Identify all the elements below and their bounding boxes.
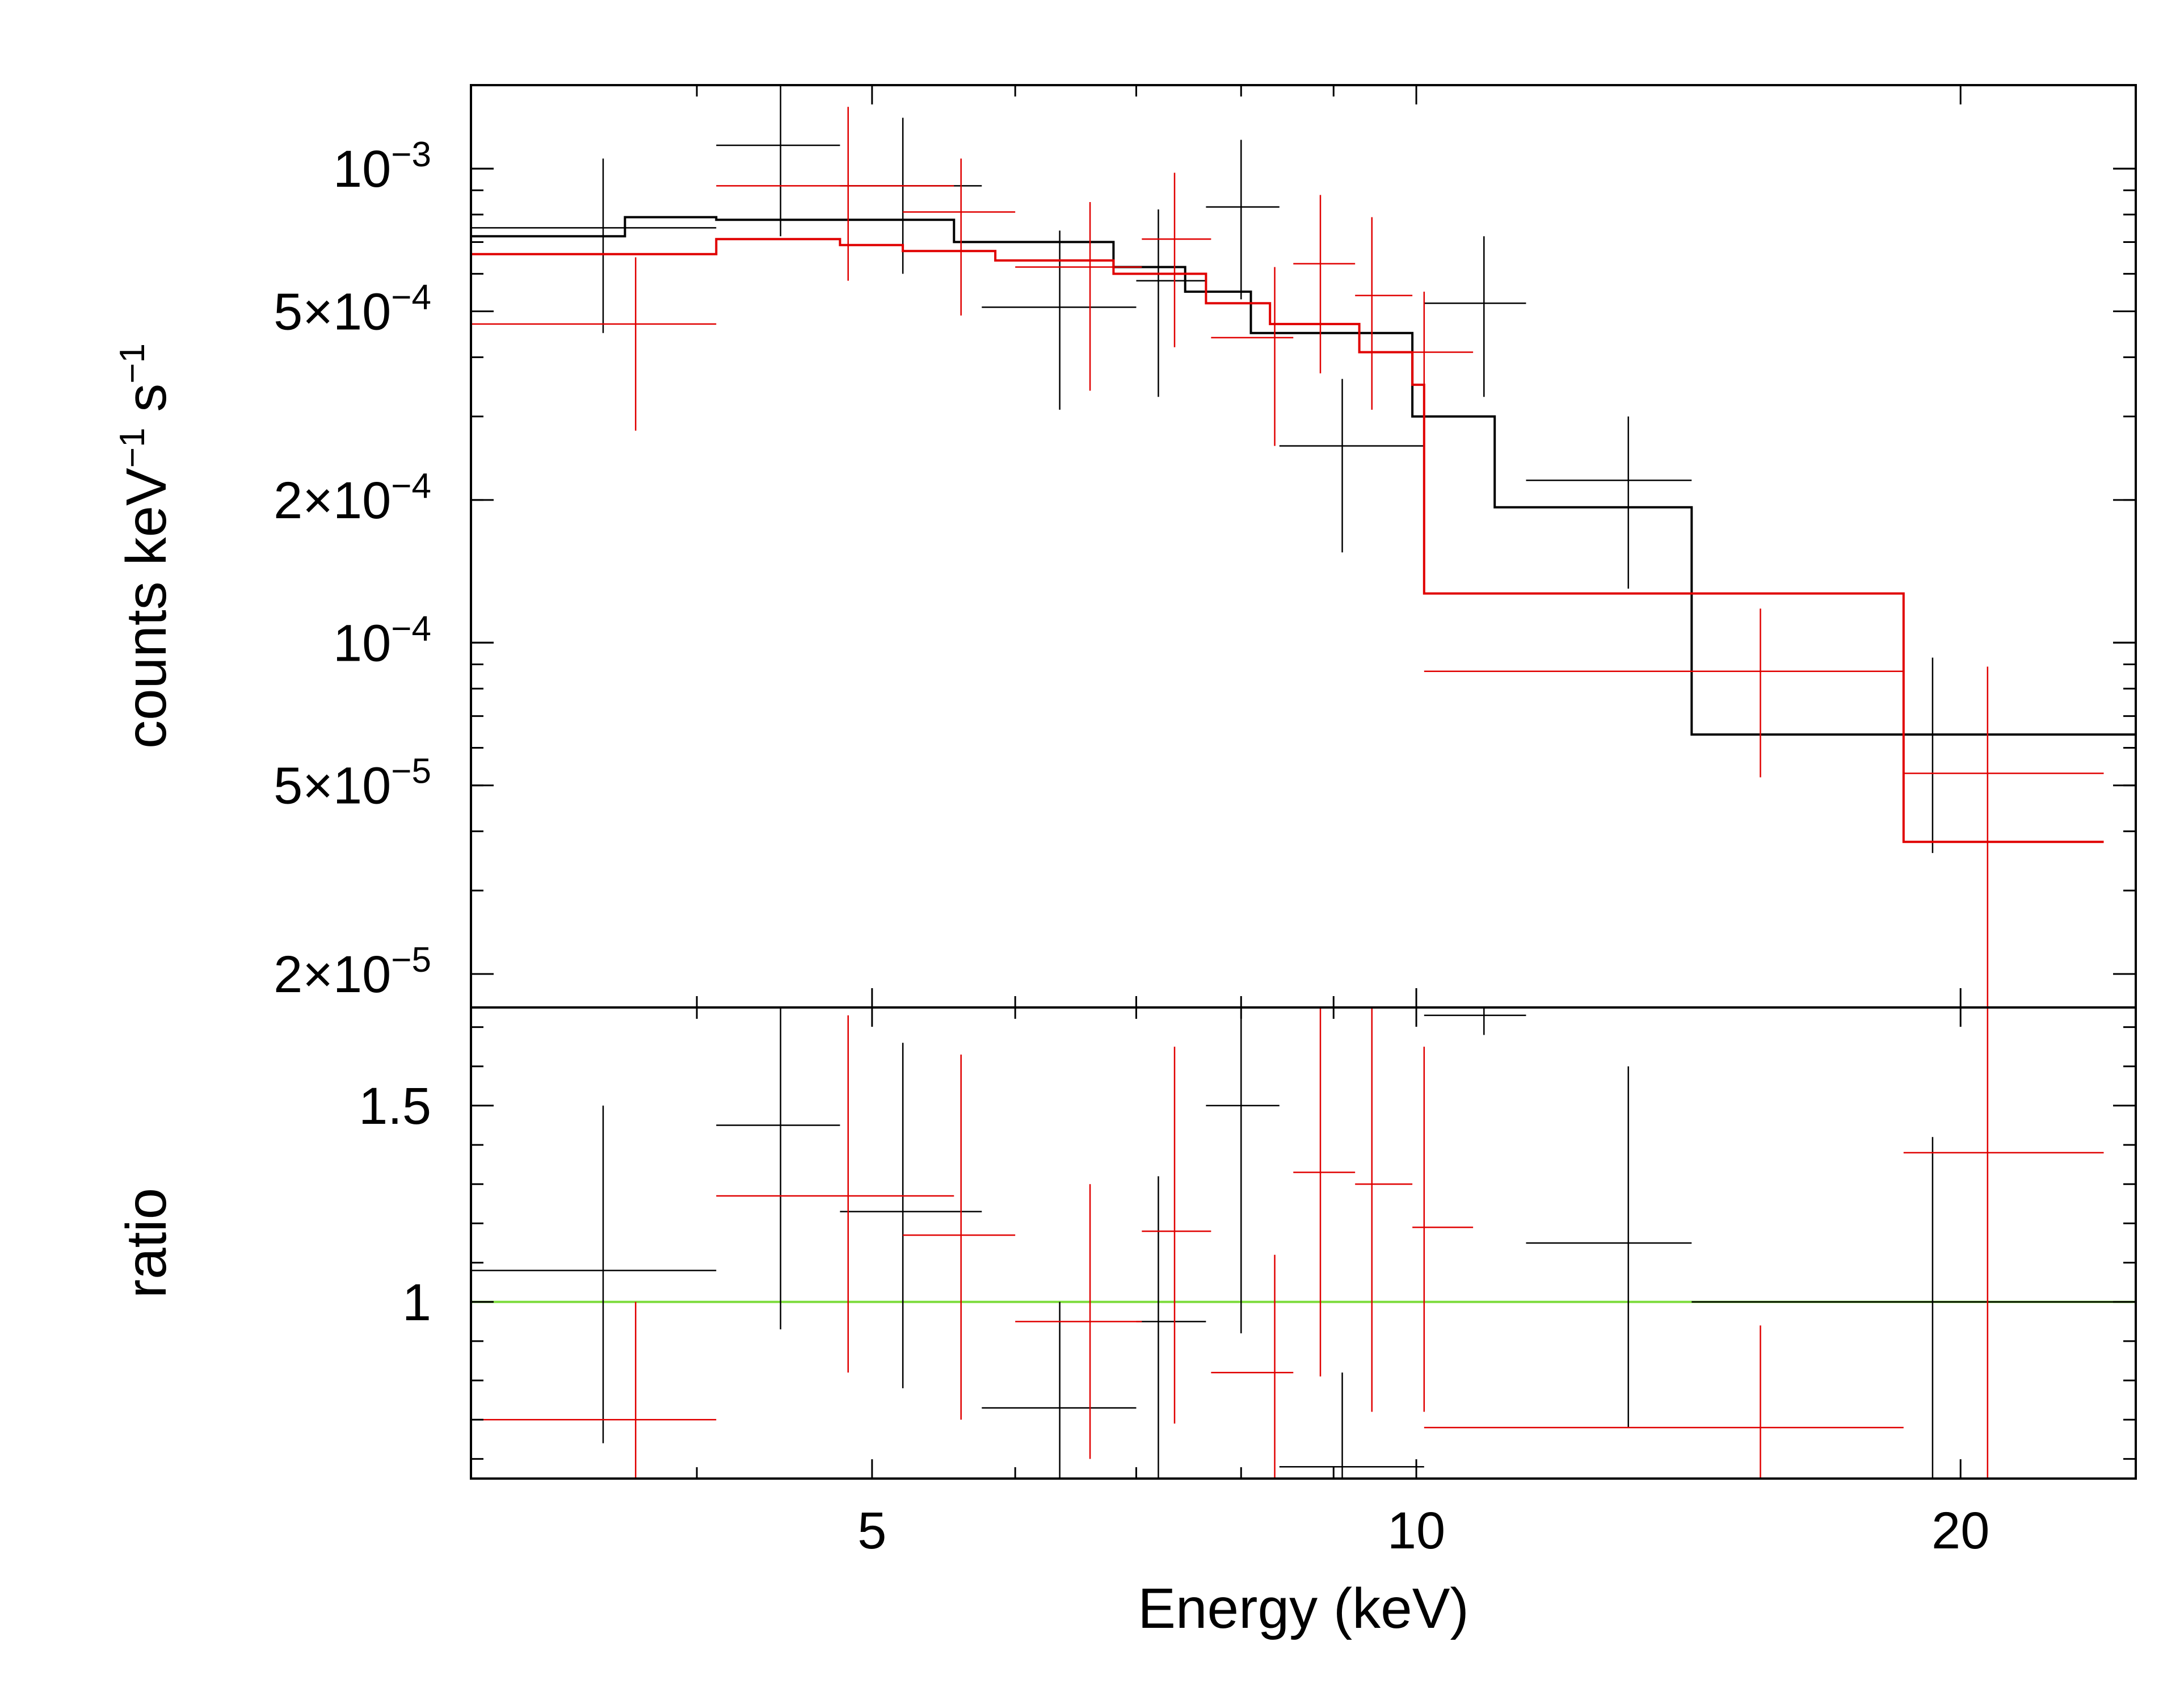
top-panel-frame bbox=[470, 84, 2137, 1009]
bottom-panel-data bbox=[471, 1007, 2136, 1479]
ratio-point-s1-2 bbox=[716, 1007, 840, 1330]
ratio-y-tick-label: 1 bbox=[402, 1274, 431, 1332]
ratio-point-s2-9 bbox=[1412, 1047, 1474, 1412]
top-data-point-s1-9 bbox=[1526, 416, 1692, 589]
y-tick-label: 5×10−4 bbox=[273, 278, 431, 341]
top-data-point-s2-5 bbox=[1142, 173, 1211, 347]
ratio-point-s2-7 bbox=[1293, 1007, 1356, 1377]
top-data-point-s1-6 bbox=[1206, 140, 1280, 300]
top-data-point-s2-10 bbox=[1424, 608, 1904, 778]
x-axis-title: Energy (keV) bbox=[1138, 1577, 1469, 1640]
ratio-y-tick-label: 1.5 bbox=[359, 1077, 431, 1135]
y-axis-title: counts keV−1 s−1 bbox=[113, 343, 178, 749]
ratio-point-s2-10 bbox=[1424, 1325, 1904, 1479]
y-tick-label: 10−4 bbox=[333, 609, 431, 672]
bottom-panel bbox=[470, 1006, 2137, 1480]
ratio-point-s2-3 bbox=[903, 1055, 1016, 1420]
top-data-point-s1-8 bbox=[1424, 236, 1526, 397]
ratio-point-s1-10 bbox=[1691, 1137, 2136, 1479]
top-panel bbox=[470, 84, 2137, 1009]
top-data-point-s2-11 bbox=[1903, 666, 2104, 1007]
ratio-point-s1-7 bbox=[1279, 1372, 1424, 1479]
ratio-axis-title: ratio bbox=[115, 1188, 178, 1299]
top-data-point-s1-2 bbox=[716, 85, 840, 237]
ratio-point-s1-9 bbox=[1526, 1066, 1692, 1428]
y-tick-label: 5×10−5 bbox=[273, 752, 431, 815]
ratio-point-s2-2 bbox=[716, 1015, 954, 1373]
top-panel-ticks bbox=[470, 85, 2136, 1007]
model-step-line-2 bbox=[471, 238, 2104, 843]
ratio-point-s1-8 bbox=[1424, 1007, 1526, 1035]
ratio-point-s2-6 bbox=[1211, 1254, 1294, 1479]
top-data-point-s2-8 bbox=[1355, 217, 1413, 410]
top-data-point-s2-9 bbox=[1412, 291, 1474, 454]
bottom-panel-ticks bbox=[470, 1007, 2136, 1479]
top-data-point-s2-3 bbox=[903, 158, 1016, 316]
y-tick-label: 2×10−4 bbox=[273, 467, 431, 530]
ratio-point-s2-5 bbox=[1142, 1047, 1211, 1424]
bottom-panel-frame bbox=[470, 1006, 2137, 1480]
ratio-point-s2-1 bbox=[471, 1301, 717, 1479]
ratio-point-s2-8 bbox=[1355, 1007, 1413, 1412]
top-data-point-s2-1 bbox=[471, 257, 717, 431]
ratio-point-s2-4 bbox=[1015, 1184, 1142, 1459]
top-data-point-s2-4 bbox=[1015, 202, 1142, 391]
x-tick-label: 5 bbox=[857, 1502, 886, 1560]
top-data-point-s1-7 bbox=[1279, 379, 1424, 553]
top-panel-data bbox=[471, 85, 2136, 1007]
y-tick-label: 2×10−5 bbox=[273, 940, 431, 1003]
ratio-point-s2-11 bbox=[1903, 1007, 2104, 1479]
ratio-point-s1-5 bbox=[1136, 1176, 1206, 1479]
ratio-point-s1-3 bbox=[840, 1043, 982, 1388]
axis-labels: 10−3 5×10−4 2×10−4 10−4 5×10−5 2×10−5 1.5 1 5 10 2… bbox=[113, 135, 1989, 1640]
x-tick-label: 10 bbox=[1387, 1502, 1445, 1560]
top-data-point-s1-1 bbox=[471, 158, 717, 333]
x-tick-label: 20 bbox=[1931, 1502, 1989, 1560]
y-tick-label: 10−3 bbox=[333, 135, 431, 198]
ratio-point-s1-6 bbox=[1206, 1007, 1280, 1334]
top-data-point-s2-2 bbox=[716, 107, 954, 281]
ratio-point-s1-1 bbox=[471, 1105, 717, 1443]
top-data-point-s1-5 bbox=[1136, 209, 1206, 397]
top-data-point-s2-7 bbox=[1293, 195, 1356, 373]
top-data-point-s2-6 bbox=[1211, 267, 1294, 446]
ratio-point-s1-4 bbox=[982, 1301, 1137, 1479]
model-step-line-1 bbox=[471, 216, 2136, 736]
